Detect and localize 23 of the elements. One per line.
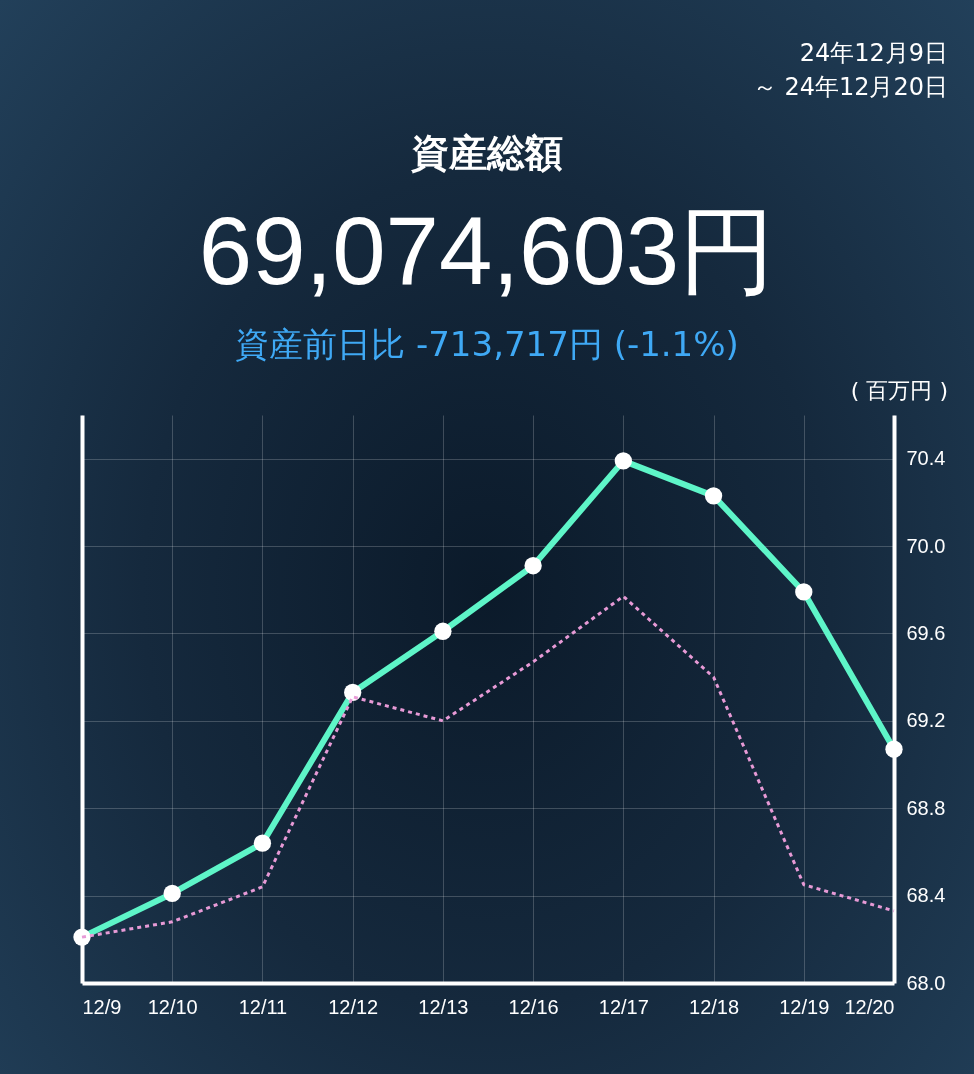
x-tick-label: 12/13 [418, 995, 469, 1018]
x-tick-label: 12/12 [328, 995, 379, 1018]
x-tick-label: 12/18 [689, 995, 740, 1018]
y-tick-label: 69.6 [906, 621, 946, 644]
y-tick-label: 68.0 [906, 971, 946, 994]
y-tick-label: 68.4 [906, 884, 946, 907]
y-tick-label: 68.8 [906, 796, 946, 819]
y-tick-label: 70.4 [906, 447, 946, 470]
x-tick-label: 12/20 [844, 995, 895, 1018]
x-tick-label: 12/16 [508, 995, 559, 1018]
chart-title: 資産総額 [410, 130, 564, 177]
text: 資産前日比 -713,717円 (-1.1%) [234, 323, 740, 366]
x-tick-label: 12/9 [82, 995, 122, 1018]
x-tick-label: 12/17 [598, 995, 649, 1018]
chart-subtitle: 69,074,603円 [197, 196, 777, 306]
y-axis-title: ( 百万円 ) [850, 377, 948, 405]
text: ～ 24年12月20日 [752, 72, 948, 103]
text: 24年12月9日 [798, 38, 948, 69]
x-tick-label: 12/10 [147, 995, 198, 1018]
x-tick-label: 12/19 [779, 995, 830, 1018]
y-tick-label: 70.0 [906, 534, 946, 557]
y-tick-label: 69.2 [906, 709, 946, 732]
x-tick-label: 12/11 [238, 995, 288, 1018]
